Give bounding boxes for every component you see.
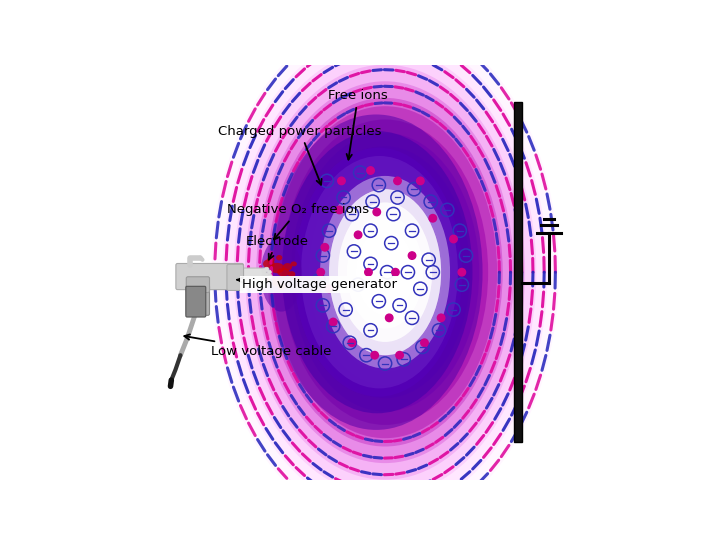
- Ellipse shape: [282, 120, 488, 425]
- Circle shape: [330, 318, 337, 326]
- Circle shape: [335, 206, 343, 213]
- Circle shape: [262, 274, 266, 278]
- Ellipse shape: [300, 146, 470, 398]
- Ellipse shape: [288, 271, 296, 278]
- Ellipse shape: [283, 263, 292, 271]
- Ellipse shape: [320, 176, 450, 369]
- Ellipse shape: [270, 279, 281, 286]
- Ellipse shape: [345, 212, 425, 332]
- Ellipse shape: [282, 131, 472, 413]
- Ellipse shape: [335, 199, 435, 345]
- Text: Charged power particles: Charged power particles: [218, 125, 382, 185]
- Ellipse shape: [234, 48, 536, 496]
- Circle shape: [348, 339, 356, 347]
- Circle shape: [321, 244, 329, 251]
- Text: Free ions: Free ions: [328, 89, 388, 160]
- Circle shape: [421, 339, 428, 347]
- Ellipse shape: [356, 229, 414, 315]
- FancyBboxPatch shape: [227, 264, 244, 291]
- Ellipse shape: [356, 229, 414, 315]
- Ellipse shape: [347, 216, 423, 329]
- Ellipse shape: [263, 259, 275, 268]
- Ellipse shape: [270, 114, 482, 430]
- Circle shape: [268, 270, 271, 274]
- FancyBboxPatch shape: [187, 277, 210, 293]
- Circle shape: [373, 208, 380, 216]
- Circle shape: [371, 351, 378, 359]
- Ellipse shape: [211, 15, 559, 529]
- FancyBboxPatch shape: [176, 264, 244, 289]
- FancyBboxPatch shape: [186, 286, 206, 317]
- FancyBboxPatch shape: [514, 102, 522, 443]
- Ellipse shape: [360, 236, 410, 309]
- Ellipse shape: [291, 261, 297, 266]
- Ellipse shape: [256, 81, 514, 463]
- FancyBboxPatch shape: [238, 268, 266, 287]
- Circle shape: [458, 268, 466, 276]
- Text: High voltage generator: High voltage generator: [237, 278, 397, 291]
- Circle shape: [265, 267, 269, 271]
- Circle shape: [416, 177, 424, 185]
- Circle shape: [394, 177, 401, 185]
- Ellipse shape: [294, 148, 463, 397]
- Ellipse shape: [273, 106, 497, 438]
- Circle shape: [262, 269, 266, 273]
- Text: Electrode: Electrode: [246, 234, 309, 260]
- Circle shape: [392, 268, 399, 276]
- Ellipse shape: [329, 189, 441, 355]
- Circle shape: [429, 215, 437, 222]
- Ellipse shape: [278, 284, 285, 290]
- Circle shape: [364, 268, 372, 276]
- Circle shape: [265, 273, 269, 277]
- Ellipse shape: [270, 263, 284, 273]
- Circle shape: [317, 268, 325, 276]
- Ellipse shape: [245, 65, 525, 480]
- Ellipse shape: [262, 275, 271, 282]
- Ellipse shape: [295, 277, 301, 280]
- Ellipse shape: [291, 133, 479, 412]
- Ellipse shape: [268, 257, 275, 263]
- Circle shape: [385, 314, 393, 322]
- Circle shape: [408, 252, 416, 259]
- Ellipse shape: [318, 172, 453, 372]
- Ellipse shape: [301, 156, 458, 389]
- Ellipse shape: [338, 203, 432, 342]
- Ellipse shape: [223, 31, 547, 513]
- Circle shape: [450, 235, 457, 243]
- Circle shape: [354, 231, 362, 239]
- Text: Negative O₂ free ions: Negative O₂ free ions: [227, 203, 369, 239]
- Ellipse shape: [268, 98, 502, 446]
- Ellipse shape: [276, 255, 283, 260]
- Circle shape: [396, 351, 403, 359]
- Ellipse shape: [338, 203, 432, 342]
- Ellipse shape: [277, 268, 290, 277]
- FancyBboxPatch shape: [187, 285, 210, 315]
- Ellipse shape: [329, 189, 441, 355]
- Ellipse shape: [309, 160, 461, 385]
- Circle shape: [338, 177, 345, 185]
- Circle shape: [437, 314, 445, 322]
- Circle shape: [367, 167, 375, 174]
- Circle shape: [325, 285, 333, 293]
- Ellipse shape: [347, 216, 423, 329]
- Circle shape: [268, 274, 272, 279]
- Ellipse shape: [327, 186, 443, 358]
- Text: Low voltage cable: Low voltage cable: [184, 334, 331, 357]
- Ellipse shape: [260, 237, 302, 312]
